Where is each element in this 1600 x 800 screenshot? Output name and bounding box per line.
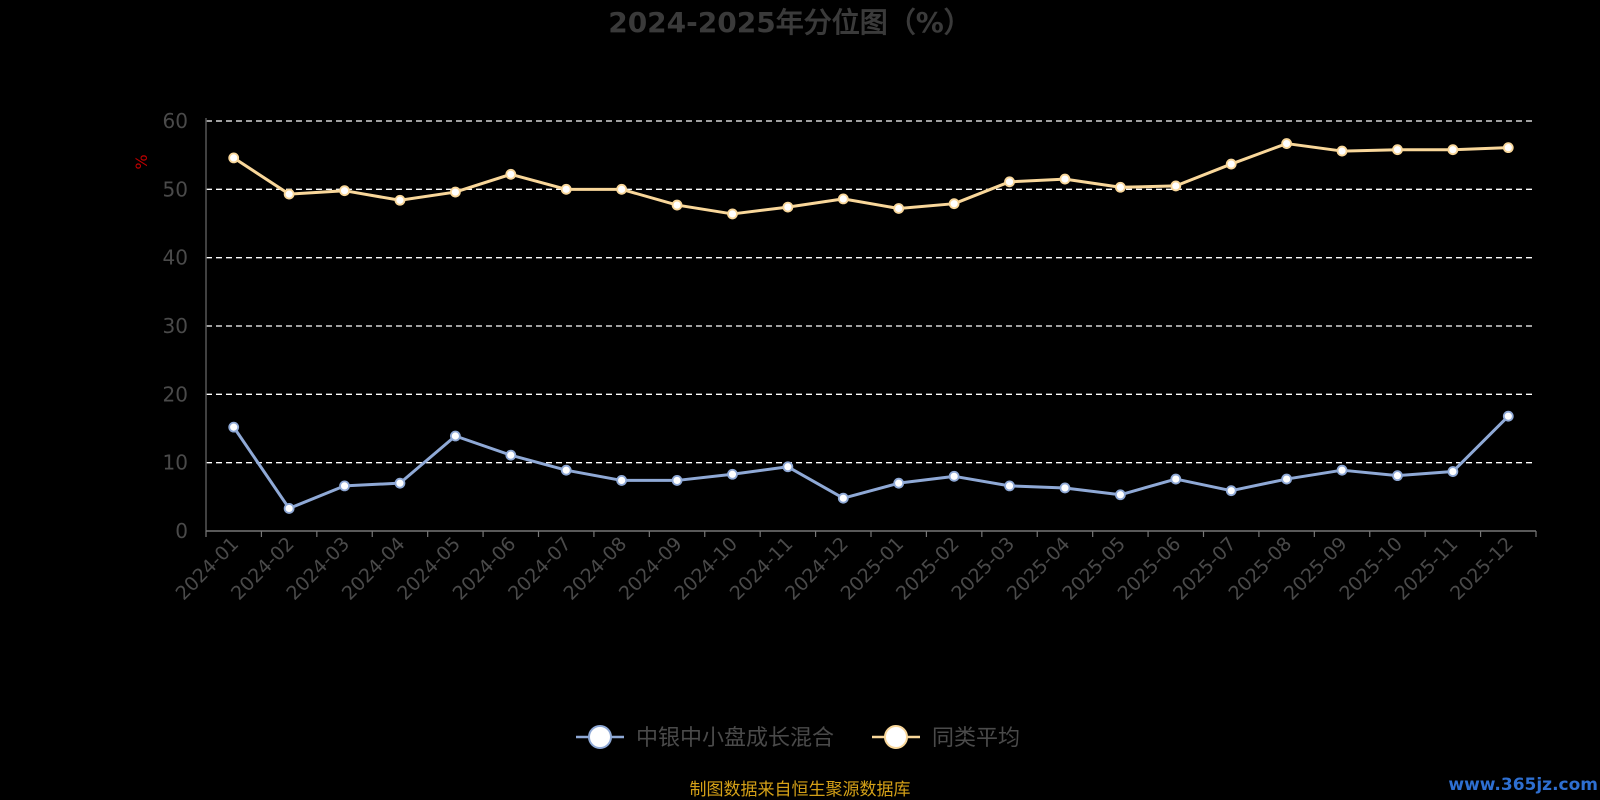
data-point[interactable] [339, 480, 350, 492]
data-point[interactable] [727, 208, 738, 220]
data-point[interactable] [1336, 464, 1348, 476]
legend-item-1[interactable]: 同类平均 [872, 725, 1020, 751]
series-0 [228, 410, 1514, 514]
data-point[interactable] [727, 468, 738, 480]
data-point[interactable] [1502, 142, 1514, 154]
data-point[interactable] [616, 183, 628, 195]
data-point[interactable] [1225, 485, 1237, 497]
data-point[interactable] [394, 477, 406, 489]
data-point[interactable] [339, 185, 350, 197]
y-tick-label: 30 [163, 314, 188, 338]
data-point[interactable] [671, 199, 683, 211]
data-point[interactable] [948, 198, 960, 210]
data-point[interactable] [228, 421, 240, 433]
data-point[interactable] [394, 194, 406, 206]
legend[interactable]: 中银中小盘成长混合 同类平均 [576, 725, 1020, 751]
data-point[interactable] [283, 188, 295, 200]
data-point[interactable] [837, 193, 849, 205]
series-line [232, 142, 1509, 216]
axes [205, 118, 1537, 537]
legend-marker [884, 725, 908, 749]
data-point[interactable] [1059, 482, 1071, 494]
series-group [228, 138, 1514, 514]
data-point[interactable] [1447, 144, 1459, 156]
data-point[interactable] [1004, 480, 1015, 492]
data-point[interactable] [948, 470, 960, 482]
data-point[interactable] [283, 503, 295, 514]
data-point[interactable] [1281, 138, 1293, 149]
data-point[interactable] [1447, 466, 1459, 477]
data-point[interactable] [1392, 144, 1403, 156]
legend-label: 中银中小盘成长混合 [636, 726, 834, 751]
data-point[interactable] [560, 183, 572, 195]
data-point[interactable] [1114, 489, 1126, 501]
data-point[interactable] [893, 203, 905, 214]
y-tick-label: 40 [163, 246, 188, 270]
data-point[interactable] [1059, 173, 1071, 185]
data-point[interactable] [228, 152, 240, 164]
y-axis-label: % [132, 154, 151, 169]
series-1 [228, 138, 1514, 220]
data-point[interactable] [1502, 410, 1514, 422]
data-point[interactable] [893, 477, 905, 489]
data-point[interactable] [1392, 470, 1403, 482]
data-point[interactable] [671, 475, 683, 486]
data-point[interactable] [1336, 145, 1348, 157]
data-point[interactable] [449, 430, 461, 442]
data-point[interactable] [1004, 176, 1015, 188]
series-line [232, 415, 1510, 510]
data-point[interactable] [449, 186, 461, 198]
data-point[interactable] [837, 492, 849, 504]
y-tick-labels: 0 10 20 30 40 50 60 [163, 109, 188, 543]
data-point[interactable] [1170, 473, 1182, 485]
x-tick-labels: 2024-012024-022024-032024-042024-052024-… [172, 533, 1518, 605]
data-point[interactable] [782, 201, 794, 213]
data-point[interactable] [1281, 473, 1293, 485]
watermark-text: www.365jz.com [1448, 775, 1598, 795]
legend-label: 同类平均 [932, 726, 1020, 751]
legend-marker [588, 725, 612, 749]
y-tick-label: 60 [163, 109, 188, 133]
chart-title: 2024-2025年分位图（%） [608, 6, 972, 39]
data-point[interactable] [1114, 181, 1126, 193]
data-point[interactable] [1225, 158, 1237, 170]
y-tick-label: 10 [163, 451, 188, 475]
data-point[interactable] [782, 461, 794, 473]
data-point[interactable] [616, 475, 628, 486]
y-tick-label: 20 [163, 382, 188, 406]
data-point[interactable] [560, 464, 572, 476]
data-source-note: 制图数据来自恒生聚源数据库 [690, 780, 911, 800]
legend-item-0[interactable]: 中银中小盘成长混合 [576, 725, 834, 751]
y-tick-label: 0 [175, 519, 188, 543]
grid-lines [206, 120, 1536, 464]
data-point[interactable] [1170, 180, 1182, 192]
y-tick-label: 50 [163, 177, 188, 201]
data-point[interactable] [505, 449, 517, 461]
data-point[interactable] [505, 168, 517, 180]
